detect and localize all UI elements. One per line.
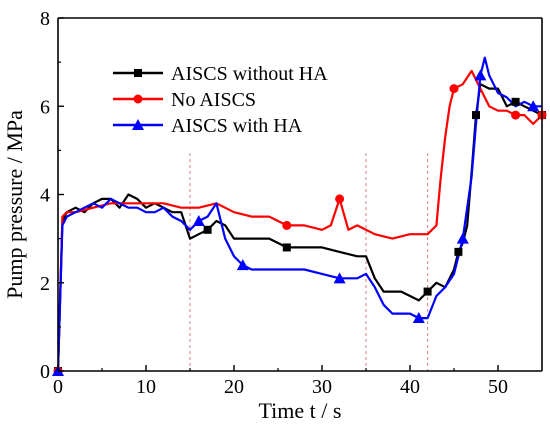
- y-tick-label-2: 4: [40, 185, 50, 207]
- series-2-point-5: [456, 232, 469, 244]
- series-1-point-1: [282, 220, 292, 230]
- y-tick-label-4: 8: [40, 8, 50, 30]
- legend-marker-1: [133, 94, 143, 104]
- x-tick-label-3: 30: [312, 376, 332, 398]
- series-0-point-1: [203, 225, 212, 234]
- y-tick-label-1: 2: [40, 273, 50, 295]
- y-tick-label-3: 6: [40, 96, 50, 118]
- series-line-2: [58, 56, 542, 371]
- x-tick-label-1: 10: [136, 376, 156, 398]
- series-2-point-6: [474, 69, 487, 81]
- series-2-point-3: [333, 272, 346, 284]
- x-tick-label-2: 20: [224, 376, 244, 398]
- series-0-point-3: [423, 287, 432, 296]
- series-0-point-2: [282, 243, 291, 252]
- series-2-point-2: [236, 259, 249, 271]
- series-layer: [58, 56, 542, 371]
- legend-marker-2: [132, 119, 144, 130]
- legend-label-1: No AISCS: [171, 89, 256, 111]
- y-tick-label-0: 0: [40, 361, 50, 383]
- series-0-point-5: [472, 111, 480, 120]
- series-2-point-7: [527, 100, 540, 112]
- series-0-point-4: [454, 247, 463, 256]
- series-1-point-2: [335, 194, 345, 204]
- x-tick-label-0: 0: [53, 376, 63, 398]
- x-tick-label-4: 40: [400, 376, 420, 398]
- series-2-point-1: [192, 214, 205, 226]
- series-1-point-4: [511, 110, 521, 120]
- x-axis-title: Time t / s: [259, 398, 342, 423]
- legend-label-0: AISCS without HA: [171, 63, 328, 85]
- y-axis-title: Pump pressure / MPa: [2, 110, 27, 299]
- axes: 0 10 20 30 40 50 0 2 4 6 8: [40, 8, 543, 398]
- series-line-1: [58, 69, 542, 371]
- series-2-point-4: [412, 312, 425, 324]
- series-1-point-3: [449, 84, 459, 94]
- legend-marker-0: [134, 69, 142, 77]
- legend: AISCS without HA No AISCS AISCS with HA: [113, 63, 328, 137]
- reference-lines: [189, 153, 429, 371]
- series-0-point-6: [511, 97, 520, 106]
- legend-label-2: AISCS with HA: [171, 115, 303, 137]
- x-tick-label-5: 50: [488, 376, 508, 398]
